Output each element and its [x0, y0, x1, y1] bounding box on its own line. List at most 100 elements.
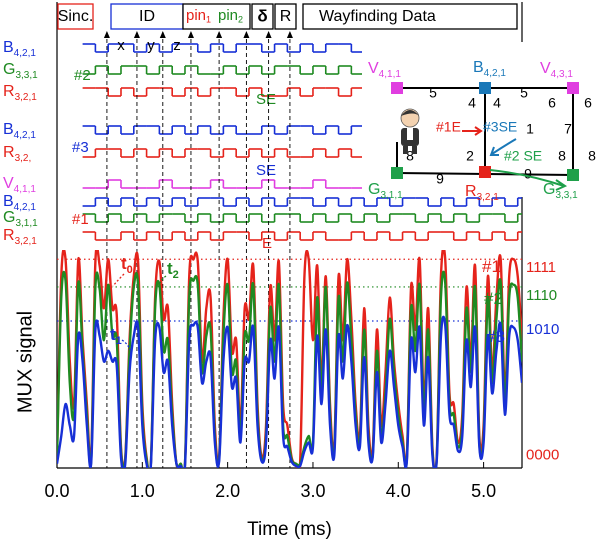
header-pin-text: pin [186, 7, 206, 24]
inset-node-label: R3,2,1 [465, 183, 499, 202]
inset-node [391, 167, 403, 179]
inset-edge-weight: 4 [493, 95, 501, 111]
plot-annotation-text: t [110, 325, 116, 344]
x-tick-label: 3.0 [300, 481, 325, 501]
inset-edge-weight: 7 [564, 121, 572, 137]
event-arrow [187, 31, 194, 38]
trace-annotation: E [262, 235, 272, 252]
header-box [274, 3, 297, 30]
plot-annotation: t1 [110, 325, 122, 347]
x-tick-label: 0.0 [44, 481, 69, 501]
annotation-arrow [112, 273, 125, 287]
id-bit-label: y [147, 37, 155, 54]
header-pin-text: pin [218, 7, 238, 24]
header-pin: pin1 [186, 7, 211, 25]
trace-label-sub: 3,2,1 [15, 235, 38, 246]
person-leg [412, 146, 417, 154]
inset-node [391, 82, 403, 94]
inset-edge-weight: 6 [548, 95, 556, 111]
annotation-arrow [121, 339, 131, 351]
annotation-arrow [157, 275, 167, 289]
trace-label: G3,1,1 [3, 209, 38, 228]
level-label: 1110 [526, 287, 557, 304]
inset-edge-weight: 5 [429, 85, 437, 101]
level-label: 0000 [526, 447, 559, 464]
plot-annotation-text: #2 [484, 289, 503, 308]
trace-annotation: #2 [74, 67, 91, 84]
id-bit-label: x [117, 37, 125, 54]
inset-node-label-sub: 4,3,1 [551, 68, 574, 79]
inset-edge-weight: 9 [436, 171, 444, 187]
trace-label-text: B [3, 193, 14, 210]
person-shirt [407, 128, 413, 140]
inset-node [479, 82, 491, 94]
header-field: Sinc. [58, 8, 94, 25]
inset-node-label-text: G [543, 181, 555, 198]
route-arrow [489, 138, 517, 156]
trace-label-sub: 4,2,1 [14, 47, 37, 58]
plot-area [57, 250, 522, 468]
header-field: ID [139, 8, 155, 25]
inset-node-label: V4,1,1 [368, 60, 401, 79]
event-arrow [243, 31, 250, 38]
trace-label-text: V [3, 175, 14, 192]
header-box [110, 3, 184, 30]
inset-edge-weight: 9 [524, 166, 532, 182]
trace-label-sub: 4,2,1 [14, 129, 37, 140]
signal-line [57, 315, 522, 468]
plot-annotation-text: t [121, 254, 127, 273]
event-arrow [286, 31, 293, 38]
person-leg [403, 146, 408, 154]
trace-label-sub: 3,2,1 [15, 91, 38, 102]
inset-node-label-text: V [368, 60, 379, 77]
inset-node [479, 166, 491, 178]
route-arrow [489, 169, 568, 191]
trace-label: B4,2,1 [3, 39, 36, 58]
header-pin: pin2 [218, 7, 243, 25]
header-field: Wayfinding Data [319, 8, 436, 25]
inset-node [567, 169, 579, 181]
inset-node-label-sub: 4,1,1 [379, 68, 402, 79]
trace-label-sub: 4,2,1 [14, 201, 37, 212]
trace-label-text: B [3, 39, 14, 56]
inset-node-label: V4,3,1 [540, 60, 573, 79]
trace-annotation: SE [256, 162, 276, 179]
plot-annotation: t2 [167, 259, 179, 281]
x-axis-title: Time (ms) [247, 519, 332, 540]
plot-annotation-text: #1 [482, 257, 501, 276]
header-pin-sub: 1 [206, 15, 211, 25]
plot-annotation: #2 [484, 289, 503, 308]
inset-node-label-text: B [473, 59, 484, 76]
event-arrow [159, 31, 166, 38]
event-arrow [265, 31, 272, 38]
inset-edge-weight: 8 [558, 148, 566, 164]
level-label: 1111 [526, 259, 556, 276]
route-arrow [462, 126, 483, 136]
inset-route-label: #1E [436, 119, 461, 135]
trace-label: R3,2,1 [3, 83, 37, 102]
trace-label: B4,2,1 [3, 121, 36, 140]
person-icon [400, 108, 420, 154]
plot-annotation: #3 [486, 327, 505, 346]
plot-annotation-text: t [167, 259, 173, 278]
plot-annotation: t0 [121, 254, 133, 276]
x-tick-label: 4.0 [386, 481, 411, 501]
trace-label-sub: 3,1,1 [15, 217, 38, 228]
inset-node-label: G3,3,1 [543, 181, 578, 200]
inset-route-label: #2 SE [504, 148, 542, 164]
trace-label: B4,2,1 [3, 193, 36, 212]
person-hair [401, 110, 419, 116]
inset-edge-weight: 8 [406, 148, 414, 164]
header-field: R [280, 8, 292, 25]
plot-annotation: #1 [482, 257, 501, 276]
inset-node [567, 82, 579, 94]
trace-label-text: R [3, 83, 15, 100]
trace-label: R3,2, [3, 144, 31, 163]
header-box [182, 3, 251, 30]
inset-node-label-sub: 4,2,1 [484, 67, 507, 78]
inset-edge-weight: 6 [584, 95, 592, 111]
id-bit-label: z [173, 37, 181, 54]
trace-label: G3,3,1 [3, 61, 38, 80]
inset-edge-weight: 8 [588, 148, 596, 164]
